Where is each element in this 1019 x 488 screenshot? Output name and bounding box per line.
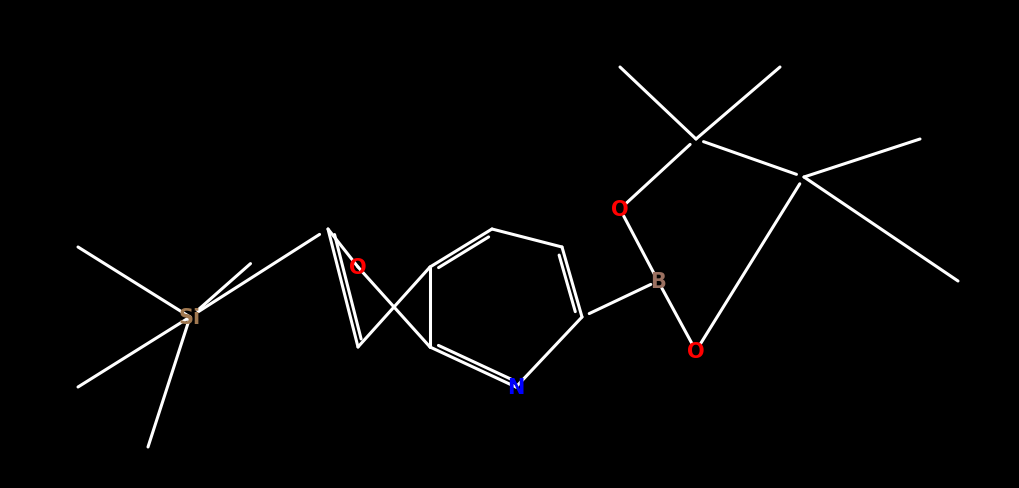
Text: Si: Si [178, 307, 201, 327]
Text: B: B [649, 271, 665, 291]
Text: O: O [687, 341, 704, 361]
Text: N: N [506, 377, 524, 397]
Text: O: O [610, 200, 628, 220]
Text: O: O [348, 258, 367, 278]
